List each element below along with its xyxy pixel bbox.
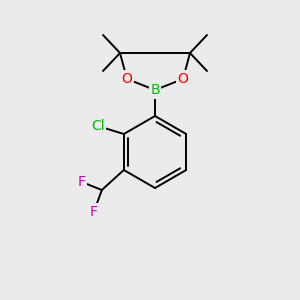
Text: O: O: [178, 72, 188, 86]
Text: O: O: [122, 72, 132, 86]
Text: Cl: Cl: [91, 119, 105, 133]
Text: F: F: [90, 205, 98, 219]
Text: F: F: [78, 175, 86, 189]
Text: B: B: [150, 83, 160, 97]
